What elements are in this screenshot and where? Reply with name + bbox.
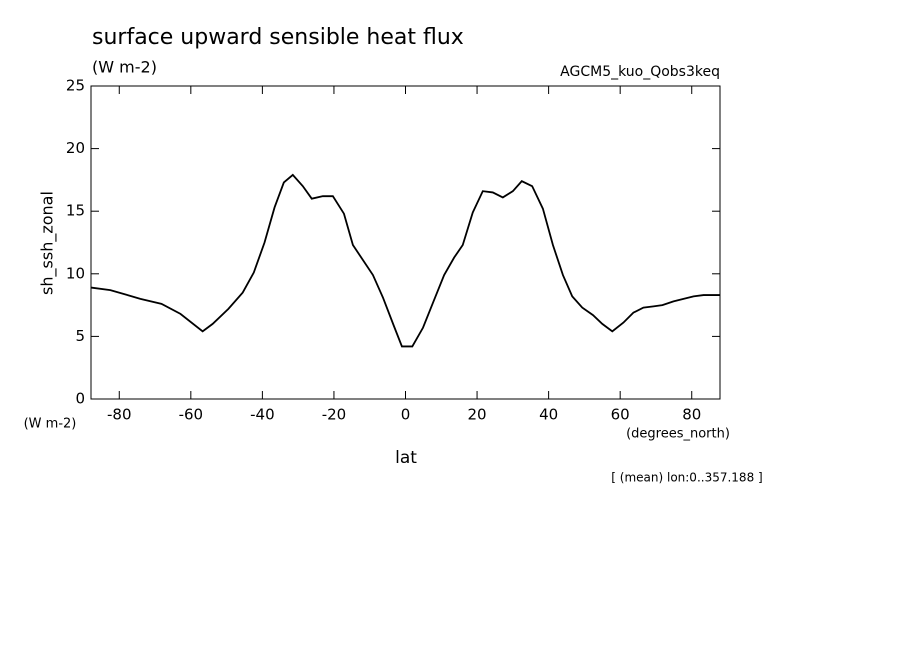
y-tick-label: 15 [66, 202, 85, 220]
x-units: (degrees_north) [626, 427, 730, 442]
x-tick-label: 0 [401, 406, 411, 424]
x-tick-label: 40 [539, 406, 558, 424]
y-tick-label: 10 [66, 264, 85, 282]
y-axis-label: sh_ssh_zonal [38, 191, 58, 295]
x-tick-label: 20 [468, 406, 487, 424]
chart-subtitle: (W m-2) [92, 58, 157, 77]
x-tick-label: 60 [611, 406, 630, 424]
note: [ (mean) lon:0..357.188 ] [611, 471, 762, 485]
x-tick-label: 80 [682, 406, 701, 424]
data-line [90, 173, 720, 348]
x-tick-label: -80 [107, 406, 132, 424]
experiment-label: AGCM5_kuo_Qobs3keq [560, 64, 720, 80]
x-tick-label: -20 [322, 406, 347, 424]
x-tick-label: -60 [179, 406, 204, 424]
y-tick-label: 0 [75, 390, 85, 408]
y-tick-label: 5 [75, 327, 85, 345]
y-tick-label: 25 [66, 77, 85, 95]
y-units: (W m-2) [24, 417, 77, 432]
y-tick-label: 20 [66, 139, 85, 157]
chart-title: surface upward sensible heat flux [92, 25, 464, 50]
x-tick-label: -40 [250, 406, 275, 424]
x-axis-label: lat [395, 448, 417, 468]
